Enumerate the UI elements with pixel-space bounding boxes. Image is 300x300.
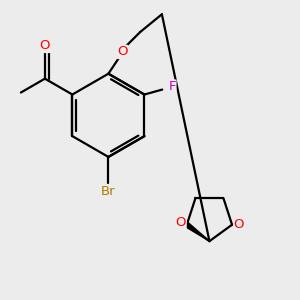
- Text: O: O: [117, 45, 128, 58]
- Text: O: O: [40, 40, 50, 52]
- Polygon shape: [185, 223, 209, 241]
- Text: O: O: [234, 218, 244, 231]
- Text: O: O: [176, 216, 186, 229]
- Text: Br: Br: [101, 185, 116, 198]
- Text: F: F: [168, 80, 176, 93]
